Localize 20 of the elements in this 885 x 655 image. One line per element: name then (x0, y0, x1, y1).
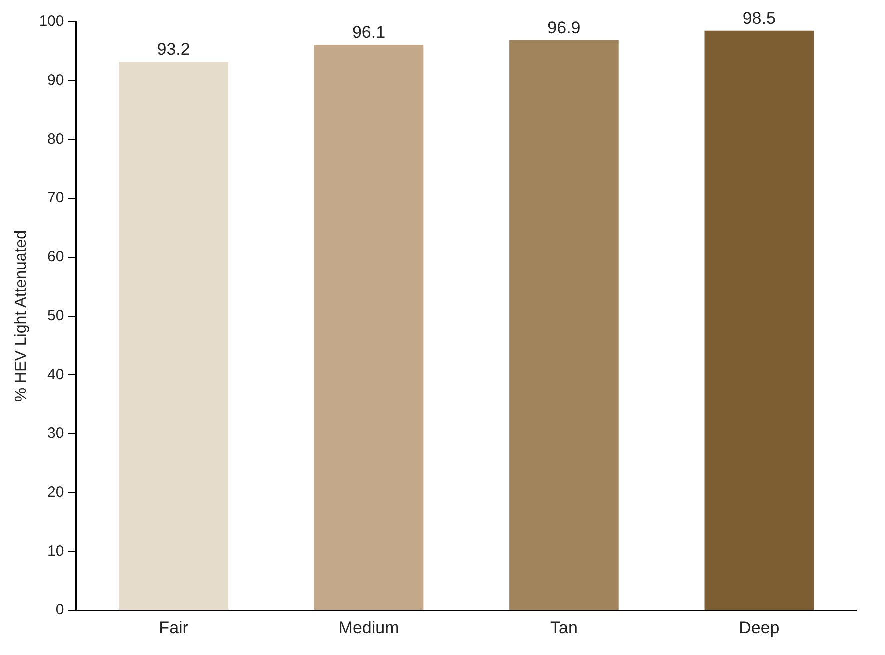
y-tick-label: 0 (56, 602, 64, 619)
y-tick-label: 10 (48, 542, 64, 560)
y-tick-label: 80 (48, 130, 64, 148)
data-label: 96.1 (352, 23, 386, 42)
y-tick-label: 60 (48, 248, 64, 266)
y-axis-title: % HEV Light Attenuated (13, 230, 30, 402)
x-tick-label: Fair (159, 618, 189, 638)
x-tick-label: Tan (550, 618, 578, 638)
y-tick-label: 70 (48, 190, 64, 207)
y-tick-label: 40 (48, 366, 64, 384)
y-tick-label: 100 (39, 13, 64, 30)
data-label: 93.2 (157, 40, 190, 60)
x-tick-label: Medium (338, 618, 400, 638)
y-tick-label: 50 (48, 307, 64, 324)
data-label: 98.5 (742, 9, 776, 28)
y-tick-label: 30 (48, 425, 64, 442)
y-tick-label: 20 (48, 484, 64, 502)
y-tick-label: 90 (48, 72, 64, 89)
data-label: 96.9 (548, 18, 581, 38)
x-tick-label: Deep (739, 618, 780, 638)
